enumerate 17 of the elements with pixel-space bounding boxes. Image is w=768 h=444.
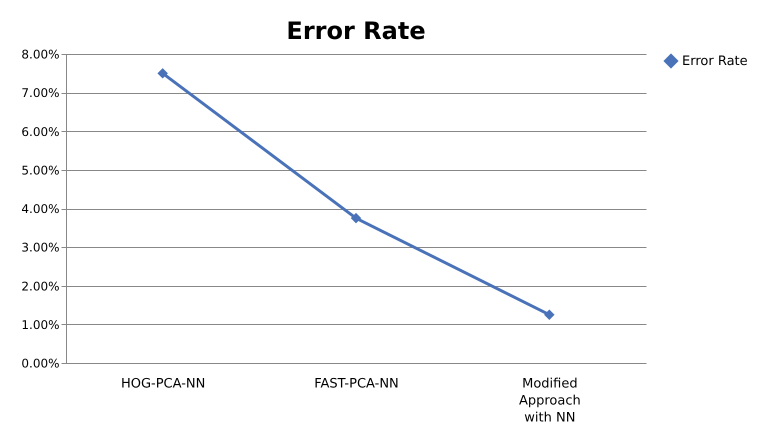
point xyxy=(157,68,168,79)
y-tick-label: 7.00% xyxy=(21,86,60,100)
y-tick-label: 1.00% xyxy=(21,318,60,332)
chart-title: Error Rate xyxy=(286,17,426,45)
x-tick-label: FAST-PCA-NN xyxy=(314,376,399,392)
point xyxy=(350,212,362,224)
y-tick-label: 4.00% xyxy=(21,202,60,216)
y-tick-label: 3.00% xyxy=(21,240,60,255)
legend-label: Error Rate xyxy=(682,54,748,69)
x-tick-label: Modified Approach with NN xyxy=(518,376,581,426)
y-tick-label: 8.00% xyxy=(21,48,60,62)
point xyxy=(544,309,555,320)
y-tick-label: 5.00% xyxy=(21,163,60,178)
x-tick-label: HOG-PCA-NN xyxy=(120,376,206,392)
y-tick-label: 2.00% xyxy=(21,279,60,294)
y-tick-label: 6.00% xyxy=(21,124,60,139)
y-tick-label: 0.00% xyxy=(21,356,60,370)
